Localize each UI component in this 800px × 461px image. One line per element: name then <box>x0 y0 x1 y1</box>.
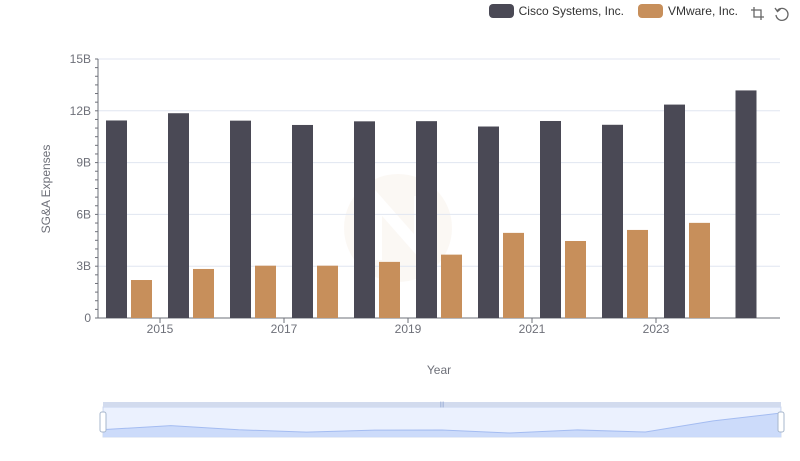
x-tick-label: 2023 <box>643 322 670 336</box>
bar-vmware[interactable] <box>627 229 648 318</box>
bar-cisco[interactable] <box>540 120 561 318</box>
bar-cisco[interactable] <box>292 124 313 318</box>
bar-cisco[interactable] <box>478 126 499 318</box>
legend-item-0[interactable]: Cisco Systems, Inc. <box>488 4 624 18</box>
bar-cisco[interactable] <box>664 104 685 318</box>
bar-vmware[interactable] <box>379 261 400 318</box>
bar-vmware[interactable] <box>565 240 586 318</box>
bar-cisco[interactable] <box>735 90 757 319</box>
y-tick-label: 0 <box>84 311 91 325</box>
x-tick-label: 2015 <box>147 322 174 336</box>
bar-cisco[interactable] <box>416 121 437 318</box>
zoom-preview-line <box>102 412 782 434</box>
bar-cisco[interactable] <box>168 113 189 318</box>
zoom-move-bar[interactable] <box>103 402 781 407</box>
legend-swatch <box>637 4 663 18</box>
legend-label: VMware, Inc. <box>667 4 738 18</box>
y-tick-label: 6B <box>76 207 91 221</box>
legend: Cisco Systems, Inc. VMware, Inc. <box>488 4 738 18</box>
bar-cisco[interactable] <box>602 124 623 318</box>
bar-cisco[interactable] <box>230 120 251 318</box>
bar-vmware[interactable] <box>441 254 462 318</box>
legend-swatch <box>488 4 514 18</box>
y-tick-label: 3B <box>76 259 91 273</box>
bar-cisco[interactable] <box>354 121 375 318</box>
bar-cisco[interactable] <box>106 120 127 318</box>
restore-icon[interactable] <box>774 6 790 22</box>
x-tick-label: 2017 <box>271 322 298 336</box>
bar-vmware[interactable] <box>503 232 524 318</box>
y-tick-label: 12B <box>70 104 91 118</box>
y-tick-label: 15B <box>70 52 91 66</box>
data-zoom-slider[interactable]: ||| <box>99 402 785 438</box>
toolbox <box>750 6 790 22</box>
y-axis-label: SG&A Expenses <box>39 145 53 234</box>
bar-vmware[interactable] <box>255 265 276 318</box>
legend-label: Cisco Systems, Inc. <box>518 4 624 18</box>
y-tick-label: 9B <box>76 156 91 170</box>
x-tick-label: 2019 <box>395 322 422 336</box>
x-axis-label: Year <box>427 363 451 377</box>
zoom-selection[interactable] <box>103 407 781 437</box>
bar-vmware[interactable] <box>193 268 214 318</box>
bar-vmware[interactable] <box>131 280 152 318</box>
bar-vmware[interactable] <box>317 265 338 318</box>
zoom-handle-left[interactable] <box>99 411 107 433</box>
legend-item-1[interactable]: VMware, Inc. <box>637 4 738 18</box>
zoom-grip-icon[interactable]: ||| <box>440 402 445 408</box>
zoom-handle-right[interactable] <box>777 411 785 433</box>
x-tick-label: 2021 <box>519 322 546 336</box>
zoom-select-icon[interactable] <box>750 6 766 22</box>
bar-vmware[interactable] <box>689 222 710 318</box>
